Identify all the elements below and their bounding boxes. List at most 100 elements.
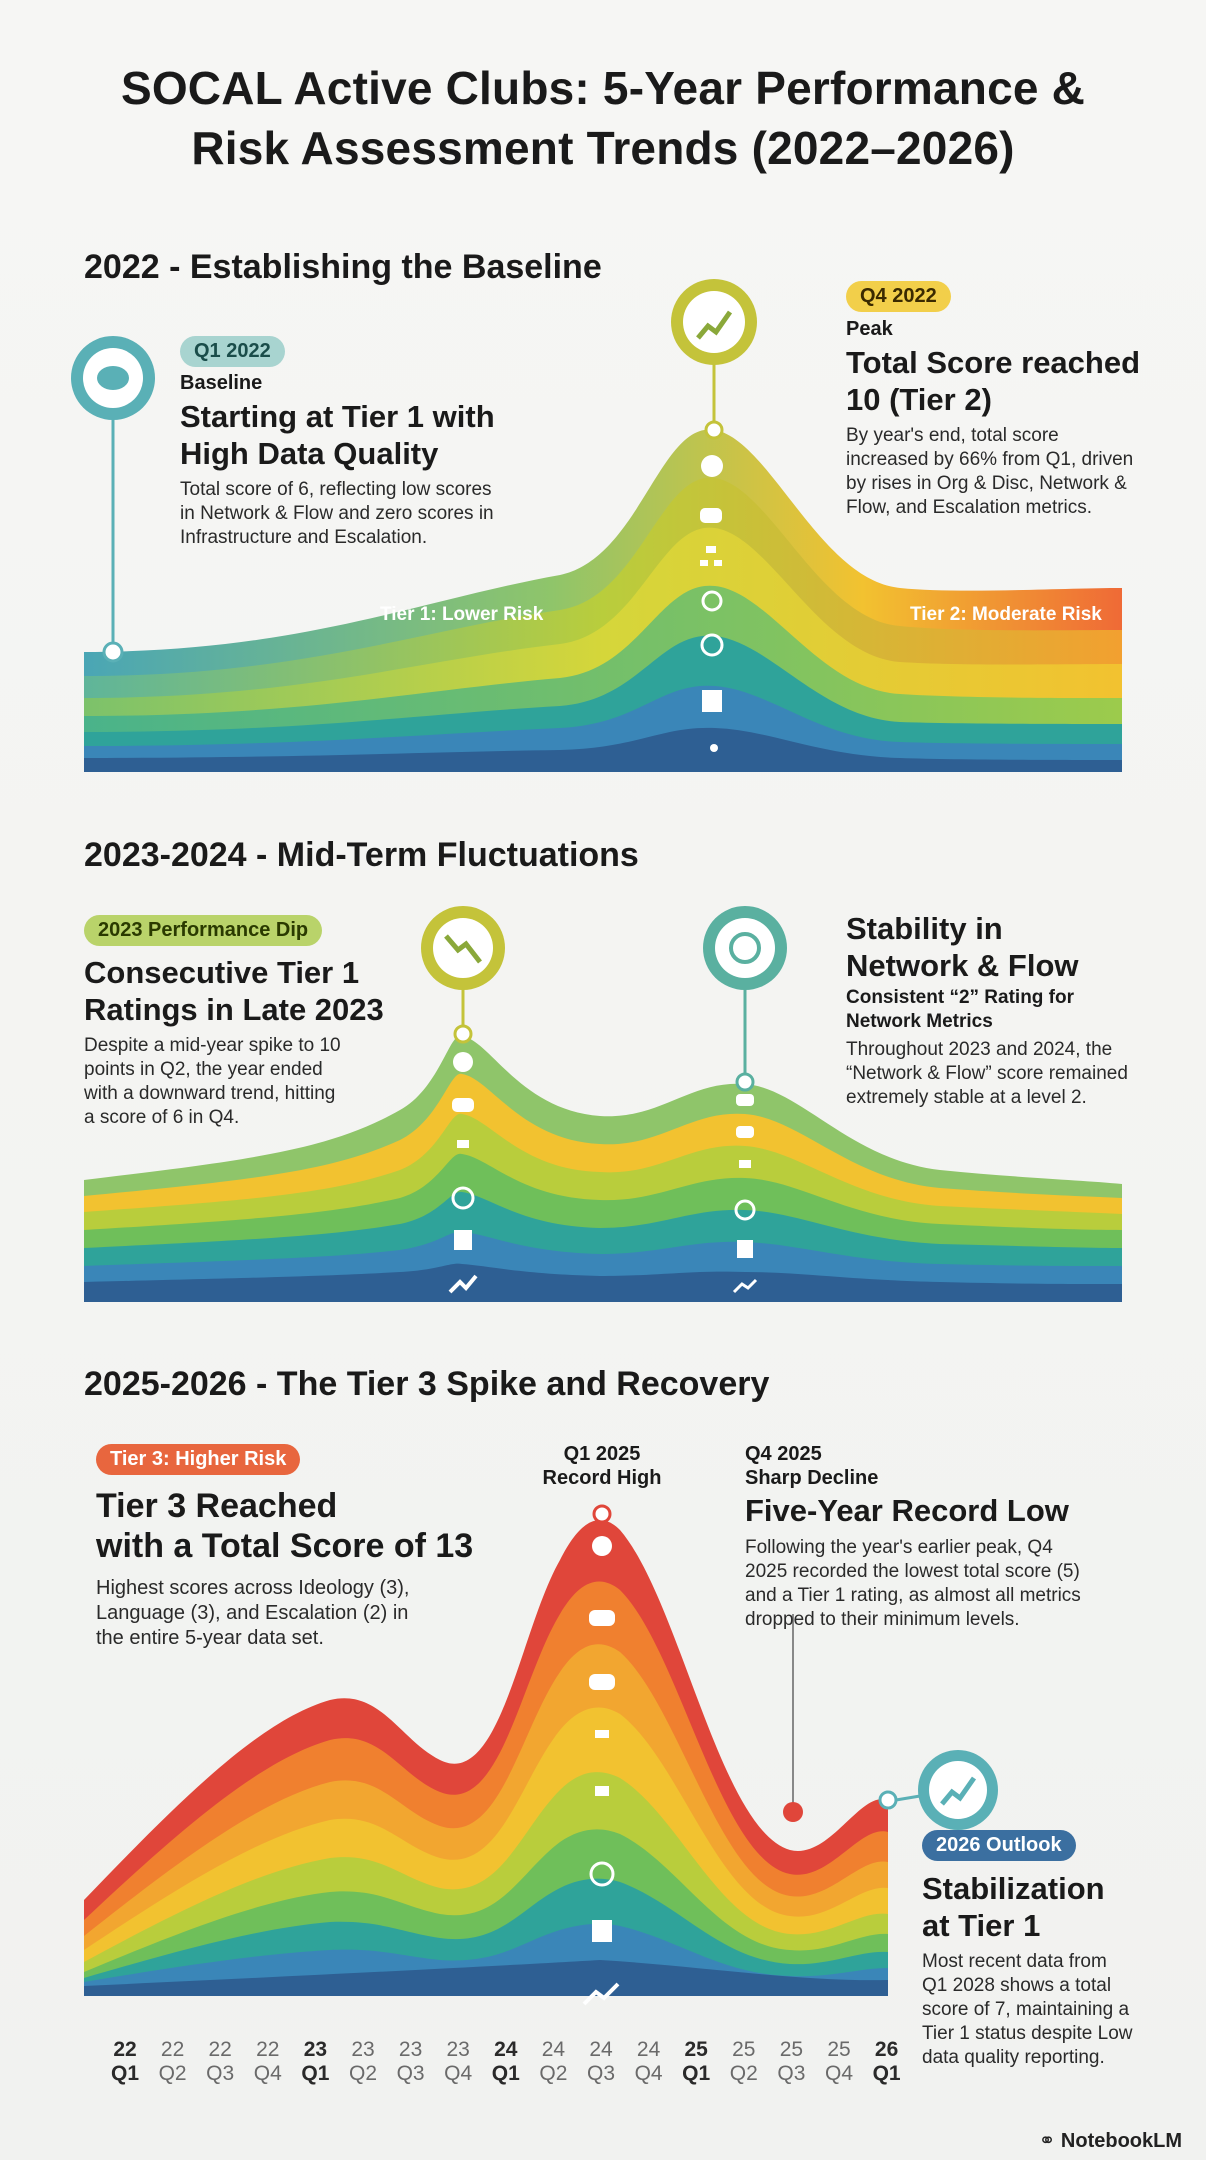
record-low-headline: Five-Year Record Low	[745, 1493, 1069, 1528]
tier-2-band-label: Tier 2: Moderate Risk	[910, 604, 1102, 625]
virus-icon	[451, 1186, 475, 1210]
q1-2022-pill: Q1 2022	[180, 336, 285, 367]
stability-body-line-1: Throughout 2023 and 2024, the	[846, 1039, 1113, 1060]
virus-icon	[589, 1861, 615, 1887]
downtrend-icon	[444, 934, 482, 964]
virus-icon	[734, 1199, 756, 1221]
q1-2022-body-line-2: in Network & Flow and zero scores in	[180, 503, 494, 524]
org-chart-icon	[595, 1730, 609, 1738]
axis-tick-quarter: Q3	[777, 2062, 806, 2085]
stability-body-line-3: extremely stable at a level 2.	[846, 1087, 1087, 1108]
axis-tick-year: 25	[732, 2038, 756, 2061]
section-3-heading: 2025-2026 - The Tier 3 Spike and Recover…	[84, 1365, 770, 1403]
head-icon	[701, 455, 723, 477]
q4-2022-headline-line-2: 10 (Tier 2)	[846, 382, 992, 417]
virus-icon	[700, 633, 724, 657]
head-icon	[592, 1536, 612, 1556]
speech-icon	[700, 508, 722, 523]
axis-tick: 23 Q4	[435, 2038, 481, 2086]
dip-pill: 2023 Performance Dip	[84, 915, 323, 946]
tier-1-band-label: Tier 1: Lower Risk	[380, 604, 544, 625]
trend-icon	[732, 1278, 758, 1294]
tier-3-headline-line-2: with a Total Score of 13	[96, 1527, 474, 1565]
tier-3-body: Highest scores across Ideology (3), Lang…	[96, 1576, 409, 1651]
record-low-body-line-3: and a Tier 1 rating, as almost all metri…	[745, 1585, 1081, 1606]
dot-icon	[710, 744, 718, 752]
axis-tick-quarter: Q2	[158, 2062, 187, 2085]
speech-icon	[736, 1094, 754, 1106]
tier-3-body-line-3: the entire 5-year data set.	[96, 1627, 324, 1649]
dip-body-line-4: a score of 6 in Q4.	[84, 1107, 240, 1128]
axis-tick: 26 Q1	[864, 2038, 910, 2086]
axis-tick-quarter: Q4	[253, 2062, 282, 2085]
axis-tick-quarter: Q1	[301, 2062, 330, 2085]
outlook-body: Most recent data from Q1 2028 shows a to…	[922, 1950, 1133, 2070]
s1-layer-6	[84, 685, 1122, 772]
axis-tick-quarter: Q1	[491, 2062, 520, 2085]
axis-tick-quarter: Q2	[729, 2062, 758, 2085]
record-low-body-line-4: dropped to their minimum levels.	[745, 1609, 1020, 1630]
q1-2022-body-line-1: Total score of 6, reflecting low scores	[180, 479, 492, 500]
record-low-pre-line-1: Q4 2025	[745, 1443, 822, 1465]
axis-tick: 25 Q3	[768, 2038, 814, 2086]
q4-2022-body-line-3: by rises in Org & Disc, Network &	[846, 473, 1127, 494]
s2-layer-7	[84, 1263, 1122, 1302]
dip-body-line-1: Despite a mid-year spike to 10	[84, 1035, 341, 1056]
outlook-body-line-3: score of 7, maintaining a	[922, 1999, 1130, 2020]
outlook-headline-line-1: Stabilization	[922, 1871, 1105, 1906]
building-icon	[592, 1920, 612, 1942]
stability-headline-line-2: Network & Flow	[846, 948, 1079, 983]
axis-tick-year: 24	[541, 2038, 566, 2061]
axis-tick-quarter: Q4	[824, 2062, 853, 2085]
axis-tick-year: 22	[160, 2038, 185, 2061]
title-line-1: SOCAL Active Clubs: 5-Year Performance &	[120, 62, 1086, 114]
axis-tick-year: 23	[303, 2038, 328, 2061]
q4-2022-body: By year's end, total score increased by …	[846, 424, 1133, 520]
outlook-pill: 2026 Outlook	[922, 1830, 1076, 1861]
stability-headline: Stability in Network & Flow	[846, 910, 1079, 984]
stability-headline-line-1: Stability in	[846, 911, 1003, 946]
axis-tick-year: 23	[446, 2038, 470, 2061]
axis-tick: 24 Q1	[483, 2038, 529, 2086]
axis-tick-year: 22	[256, 2038, 280, 2061]
axis-tick: 25 Q2	[721, 2038, 767, 2086]
building-icon	[454, 1230, 472, 1250]
org-chart-icon	[706, 546, 716, 553]
record-low-pre-line-2: Sharp Decline	[745, 1467, 879, 1489]
axis-tick-quarter: Q4	[444, 2062, 473, 2085]
trend-icon	[448, 1274, 478, 1294]
trend-icon	[582, 1982, 620, 2006]
axis-tick-year: 24	[636, 2038, 661, 2061]
q1-2022-body: Total score of 6, reflecting low scores …	[180, 478, 494, 550]
axis-tick-quarter: Q2	[539, 2062, 568, 2085]
stability-body: Throughout 2023 and 2024, the “Network &…	[846, 1038, 1128, 1110]
s3-layer-9	[84, 1960, 888, 1996]
q4-2022-sub: Peak	[846, 318, 893, 340]
outlook-body-line-5: data quality reporting.	[922, 2047, 1105, 2068]
section-1-heading: 2022 - Establishing the Baseline	[84, 248, 602, 286]
stability-sub: Consistent “2” Rating for Network Metric…	[846, 986, 1074, 1034]
outlook-headline-line-2: at Tier 1	[922, 1908, 1041, 1943]
low-marker	[783, 1802, 803, 1822]
section-2-heading: 2023-2024 - Mid-Term Fluctuations	[84, 836, 639, 874]
s1-icon-column	[700, 455, 724, 752]
record-high-line-1: Q1 2025	[563, 1443, 641, 1465]
building-icon	[737, 1240, 753, 1258]
axis-tick-quarter: Q3	[396, 2062, 425, 2085]
axis-tick: 22 Q4	[245, 2038, 291, 2086]
outlook-headline: Stabilization at Tier 1	[922, 1870, 1105, 1944]
page-title: SOCAL Active Clubs: 5-Year Performance &…	[0, 58, 1206, 178]
tier-3-headline-line-1: Tier 3 Reached	[96, 1487, 338, 1525]
axis-tick-year: 25	[779, 2038, 804, 2061]
stability-sub-line-2: Network Metrics	[846, 1011, 993, 1032]
axis-tick: 22 Q3	[197, 2038, 243, 2086]
org-chart-icon	[739, 1160, 751, 1168]
s1-layer-7	[84, 727, 1122, 772]
axis-tick-quarter: Q4	[634, 2062, 663, 2085]
q4-2022-marker	[704, 420, 724, 440]
record-high-label: Q1 2025 Record High	[520, 1442, 684, 1490]
title-line-2: Risk Assessment Trends (2022–2026)	[191, 122, 1015, 174]
axis-tick-year: 25	[684, 2038, 708, 2061]
q4-2022-headline: Total Score reached 10 (Tier 2)	[846, 344, 1140, 418]
growth-chart-icon	[696, 310, 733, 340]
